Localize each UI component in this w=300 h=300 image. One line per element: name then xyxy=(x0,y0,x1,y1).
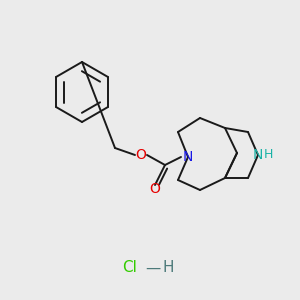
Text: O: O xyxy=(150,182,160,196)
Text: N: N xyxy=(183,150,193,164)
Text: —: — xyxy=(146,260,160,275)
Text: Cl: Cl xyxy=(123,260,137,275)
Text: H: H xyxy=(263,148,273,161)
Text: O: O xyxy=(136,148,146,162)
Text: N: N xyxy=(253,148,263,162)
Text: H: H xyxy=(162,260,174,275)
